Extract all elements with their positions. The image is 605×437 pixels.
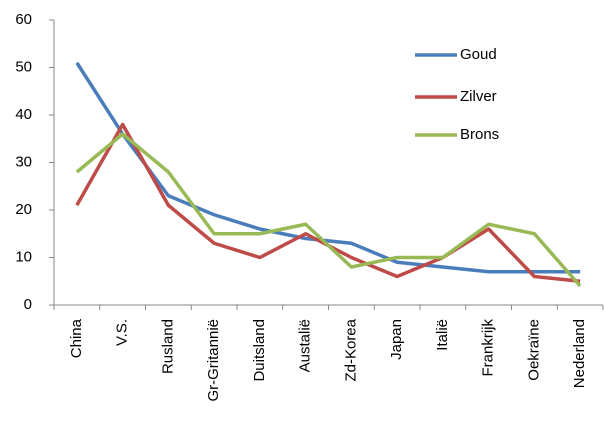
x-tick-label: Nederland (571, 319, 588, 388)
x-tick-label: Frankrijk (480, 319, 497, 377)
x-tick-label: Italië (434, 319, 451, 351)
y-tick-label: 50 (15, 58, 32, 75)
series-line (75, 122, 581, 283)
y-tick-label: 20 (15, 201, 32, 218)
y-tick-label: 10 (15, 248, 32, 265)
x-tick-label: Oekraïne (525, 319, 542, 381)
y-tick-label: 30 (15, 153, 32, 170)
legend-label: Goud (460, 46, 497, 63)
series-line (75, 132, 582, 288)
y-tick-label: 40 (15, 106, 32, 123)
x-tick-label: Austalië (297, 319, 314, 372)
y-tick-label: 60 (15, 11, 32, 28)
x-tick-label: Gr-Gritannië (205, 319, 222, 402)
x-tick-label: China (68, 318, 85, 358)
x-tick-label: V.S. (114, 319, 131, 346)
x-tick-label: Zd-Korea (342, 318, 359, 381)
y-tick-label: 0 (24, 296, 32, 313)
x-tick-label: Duitsland (251, 319, 268, 382)
legend-label: Brons (460, 126, 499, 143)
legend-label: Zilver (460, 88, 497, 105)
x-tick-label: Japan (388, 319, 405, 360)
series-line (75, 61, 581, 274)
x-tick-label: Rusland (159, 319, 176, 374)
